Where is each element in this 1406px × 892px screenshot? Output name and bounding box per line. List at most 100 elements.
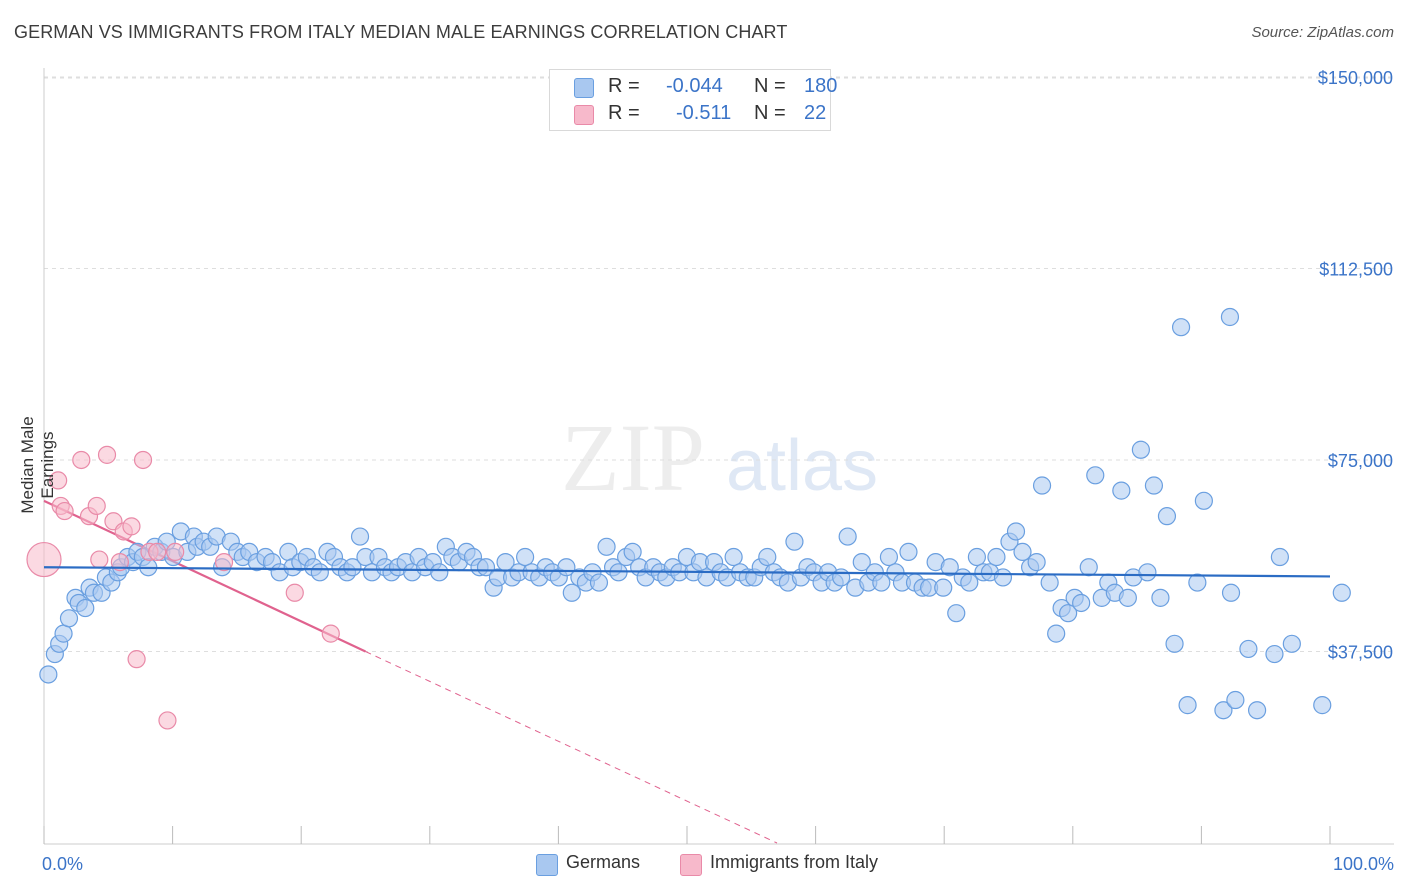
italy-point (133, 450, 153, 470)
german-point (1138, 563, 1157, 582)
watermark-zip: ZIP (561, 404, 705, 511)
german-point (1265, 644, 1284, 664)
german-point (1079, 558, 1098, 577)
german-point (54, 624, 73, 643)
x-label-left: 0.0% (42, 854, 83, 874)
italy-point (127, 650, 146, 669)
german-trend-solid (43, 566, 1331, 578)
german-point (1220, 307, 1240, 327)
german-point (1006, 522, 1026, 541)
german-point (1027, 553, 1046, 572)
italy-trend-line (43, 499, 778, 844)
german-point (967, 547, 986, 567)
german-point (1131, 440, 1150, 459)
italy-point (148, 542, 167, 562)
italy-point (214, 553, 234, 572)
italy-point (158, 711, 177, 730)
german-point (1118, 588, 1137, 607)
legend: R = -0.044 N = 180 R = -0.511 N = 22 (549, 69, 837, 131)
german-points (39, 307, 1351, 720)
german-point (852, 553, 871, 572)
german-point (1221, 583, 1241, 602)
y-tick-label: $75,000 (1328, 451, 1393, 471)
italy-point (26, 541, 62, 578)
german-point (310, 563, 329, 582)
german-point (993, 568, 1013, 587)
bottom-swatch-germans (536, 854, 558, 876)
german-point (899, 542, 918, 562)
german-point (1226, 690, 1245, 710)
german-point (879, 547, 899, 567)
german-point (562, 583, 581, 602)
german-point (1032, 476, 1052, 495)
italy-point (321, 624, 340, 643)
german-point (1247, 701, 1267, 720)
german-point (350, 527, 370, 546)
german-point (758, 547, 777, 567)
legend-r-value: -0.511 (676, 102, 732, 124)
german-point (1157, 507, 1177, 526)
italy-point (110, 553, 129, 572)
y-axis-label: Median Male Earnings (18, 416, 57, 514)
legend-swatch-germans (574, 78, 594, 98)
legend-r-label: R = (608, 75, 640, 97)
italy-point (72, 450, 91, 470)
legend-r-label: R = (608, 102, 640, 124)
german-point (1178, 696, 1197, 715)
legend-r-value: -0.044 (666, 75, 723, 97)
german-point (832, 568, 851, 587)
german-point (1040, 573, 1059, 592)
german-point (597, 537, 616, 556)
german-point (1171, 318, 1191, 337)
german-point (1282, 634, 1301, 653)
german-point (516, 547, 535, 567)
legend-n-label: N = (754, 102, 786, 124)
german-point (39, 665, 58, 684)
german-point (1313, 696, 1332, 715)
german-point (1112, 481, 1131, 500)
german-point (1151, 588, 1170, 607)
y-tick-labels: $37,500 $75,000 $112,500 $150,000 (1318, 68, 1393, 663)
axes (43, 68, 1394, 845)
italy-points (26, 445, 340, 730)
german-point (59, 609, 79, 628)
german-point (343, 558, 362, 577)
italy-point (97, 445, 117, 464)
legend-n-label: N = (754, 75, 786, 97)
german-point (940, 558, 959, 577)
german-point (1165, 634, 1184, 653)
german-point (1086, 466, 1105, 485)
italy-trend-dashed (365, 651, 778, 844)
german-point (1059, 604, 1078, 623)
german-point (724, 547, 743, 567)
italy-point (122, 517, 141, 536)
german-point (623, 542, 642, 562)
italy-point (55, 501, 74, 521)
source-label: Source: ZipAtlas.com (1251, 24, 1394, 41)
german-point (1239, 639, 1258, 659)
legend-n-value: 22 (804, 102, 827, 124)
italy-trend-solid (43, 499, 366, 653)
y-tick-label: $150,000 (1318, 68, 1393, 88)
y-tick-label: $112,500 (1319, 259, 1393, 279)
german-point (934, 578, 953, 597)
german-point (987, 547, 1006, 567)
italy-point (87, 496, 106, 516)
legend-n-value: 180 (804, 75, 838, 97)
german-point (76, 598, 95, 618)
italy-point (166, 542, 185, 562)
watermark: ZIP atlas (561, 404, 878, 511)
german-point (785, 532, 804, 551)
bottom-legend-label: Germans (566, 852, 641, 872)
german-point (960, 573, 979, 592)
y-tick-label: $37,500 (1328, 642, 1393, 662)
german-point (1188, 573, 1207, 592)
watermark-atlas: atlas (726, 426, 878, 506)
x-ticks (43, 826, 1331, 844)
x-label-right: 100.0% (1333, 854, 1394, 874)
german-point (947, 604, 966, 623)
german-point (1013, 542, 1032, 562)
german-point (1332, 583, 1351, 602)
german-point (1194, 491, 1213, 510)
